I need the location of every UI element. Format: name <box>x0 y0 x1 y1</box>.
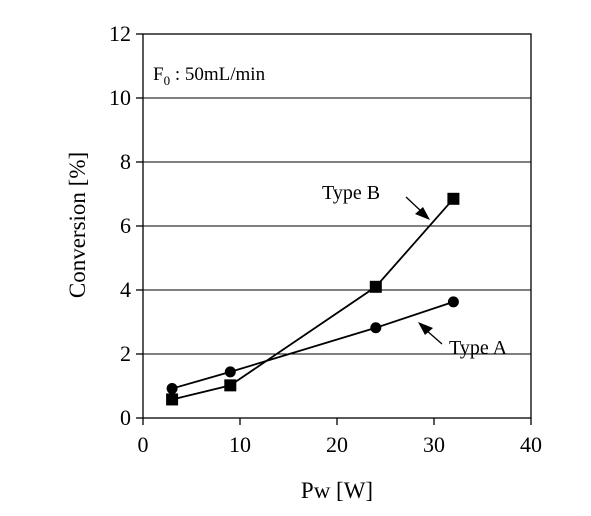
y-tick-label-2: 2 <box>120 341 131 366</box>
y-tick-label-6: 6 <box>120 213 131 238</box>
point-type-a-1 <box>166 383 178 395</box>
type-b-arrow-head <box>415 207 430 220</box>
y-axis-title: Conversion [%] <box>65 152 90 298</box>
type-a-arrow-head <box>418 322 433 335</box>
series-label-type-b: Type B <box>322 182 380 204</box>
point-type-a-4 <box>447 296 459 308</box>
y-tick-label-12: 12 <box>109 21 131 46</box>
point-type-a-2 <box>224 366 236 378</box>
type-b-arrow-shaft <box>405 196 423 213</box>
point-type-a-3 <box>370 322 382 334</box>
type-a-arrow-shaft <box>425 329 443 345</box>
y-tick-label-0: 0 <box>120 405 131 430</box>
point-type-b-3 <box>369 280 382 293</box>
point-type-b-4 <box>447 192 460 205</box>
point-type-b-1 <box>166 393 179 406</box>
series-line-type-a <box>171 300 454 390</box>
point-type-b-2 <box>224 379 237 392</box>
x-tick-label-0: 0 <box>138 432 149 457</box>
axis-ticks: 0 2 4 6 8 10 12 0 10 20 30 40 <box>109 21 542 457</box>
flow-rate-annotation: F0 : 50mL/min <box>153 64 266 88</box>
grid-lines <box>143 97 531 355</box>
series-label-type-a: Type A <box>449 337 508 359</box>
x-tick-label-10: 10 <box>229 432 251 457</box>
series-group <box>166 192 460 406</box>
x-axis-title: Pw [W] <box>301 478 373 503</box>
x-tick-label-20: 20 <box>326 432 348 457</box>
y-tick-label-4: 4 <box>120 277 131 302</box>
x-tick-label-40: 40 <box>520 432 542 457</box>
x-tick-label-30: 30 <box>423 432 445 457</box>
y-tick-label-8: 8 <box>120 149 131 174</box>
series-line-type-b <box>171 198 455 401</box>
y-tick-label-10: 10 <box>109 85 131 110</box>
